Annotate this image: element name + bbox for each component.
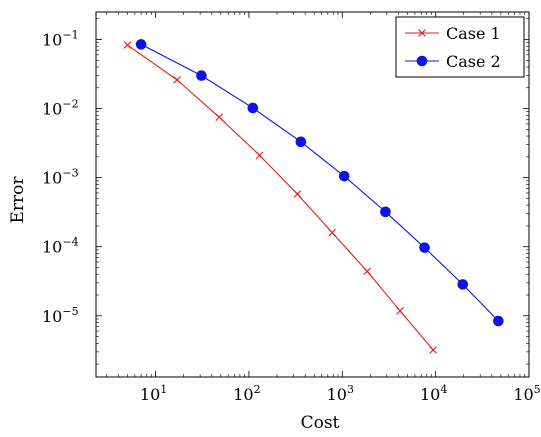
legend-marker-symbol bbox=[418, 29, 426, 37]
y-axis-title: Error bbox=[8, 176, 28, 224]
data-point-case-2 bbox=[338, 170, 350, 182]
legend-marker-symbol bbox=[416, 55, 428, 67]
x-tick-labels: 101 102 103 104 105 bbox=[140, 383, 541, 404]
x-axis-title: Cost bbox=[301, 413, 340, 433]
y-tick-labels: 10−5 10−4 10−3 10−2 10−1 bbox=[42, 28, 79, 325]
data-point-case-2 bbox=[135, 39, 147, 50]
y-tick-label: 10−1 bbox=[42, 28, 79, 49]
x-tick-label: 101 bbox=[140, 383, 167, 404]
legend-box bbox=[395, 16, 525, 78]
data-point-case-2 bbox=[493, 315, 504, 327]
data-point-case-2 bbox=[295, 136, 307, 148]
data-point-case-1 bbox=[293, 190, 302, 198]
x-tick-label: 104 bbox=[420, 383, 447, 404]
y-tick-label: 10−2 bbox=[42, 98, 79, 119]
data-point-case-2 bbox=[457, 279, 469, 290]
data-point-case-2 bbox=[196, 70, 207, 81]
data-point-case-1 bbox=[215, 113, 223, 121]
data-point-case-2 bbox=[380, 206, 391, 218]
y-tick-label: 10−5 bbox=[42, 305, 79, 326]
legend-label-case-2: Case 2 bbox=[446, 52, 501, 71]
minor-ticks bbox=[96, 12, 529, 377]
y-tick-label: 10−4 bbox=[42, 236, 79, 257]
x-tick-label: 105 bbox=[513, 383, 540, 404]
series-layer bbox=[123, 39, 504, 354]
data-point-case-1 bbox=[328, 228, 337, 237]
y-tick-label: 10−3 bbox=[42, 167, 79, 188]
x-tick-label: 103 bbox=[327, 383, 354, 404]
data-point-case-1 bbox=[255, 151, 264, 160]
data-point-case-1 bbox=[396, 307, 404, 315]
data-point-case-1 bbox=[363, 267, 372, 276]
series-line-case-1 bbox=[127, 44, 434, 351]
x-tick-label: 102 bbox=[233, 383, 260, 404]
data-point-case-1 bbox=[173, 76, 181, 84]
plot-frame bbox=[95, 11, 530, 378]
legend-marker-case-2 bbox=[416, 55, 428, 67]
data-point-case-2 bbox=[419, 242, 430, 253]
series-line-case-2 bbox=[140, 43, 499, 322]
legend-label-case-1: Case 1 bbox=[446, 24, 501, 43]
legend: Case 1 Case 2 bbox=[395, 16, 525, 78]
legend-marker-case-1 bbox=[418, 29, 426, 37]
data-point-case-1 bbox=[429, 346, 437, 354]
data-point-case-2 bbox=[247, 102, 259, 114]
data-point-case-1 bbox=[123, 41, 132, 49]
